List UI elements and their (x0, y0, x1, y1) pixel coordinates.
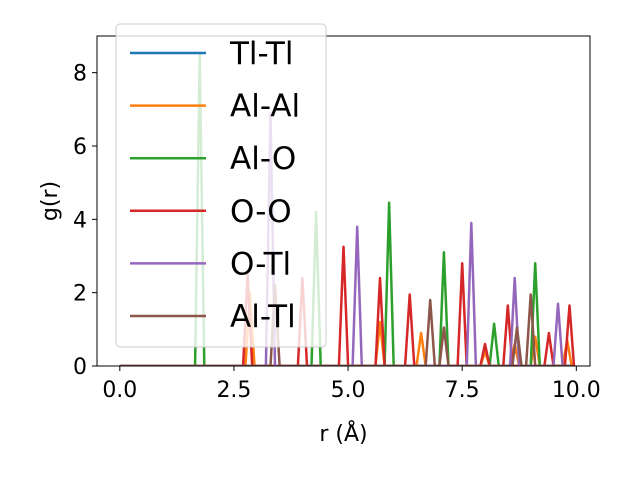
legend-label: Al-Tl (230, 299, 296, 335)
x-axis-label: r (Å) (319, 420, 367, 447)
y-axis-label: g(r) (38, 181, 63, 221)
y-tick-label: 6 (73, 135, 87, 160)
y-tick-label: 4 (73, 208, 87, 233)
y-tick-label: 8 (73, 62, 87, 87)
legend-label: Al-O (230, 141, 296, 177)
legend-label: O-O (230, 194, 292, 230)
legend-label: O-Tl (230, 246, 291, 282)
legend-entry-o-tl: O-Tl (130, 246, 291, 282)
legend-entry-o-o: O-O (130, 194, 292, 230)
legend: Tl-Tl Al-Al Al-O O-O O-Tl Al-Tl (115, 23, 327, 348)
legend-entry-al-tl: Al-Tl (130, 299, 296, 335)
axes: 0.0 2.5 5.0 7.5 10.0 0 2 4 6 8 r (Å) g(r) (38, 35, 601, 447)
legend-entry-al-o: Al-O (130, 141, 296, 177)
x-tick-label: 5.0 (331, 378, 366, 403)
x-tick-label: 0.0 (102, 378, 137, 403)
x-tick-label: 7.5 (445, 378, 480, 403)
axes-frame (96, 35, 591, 367)
y-tick-label: 0 (73, 355, 87, 380)
x-tick-label: 2.5 (216, 378, 251, 403)
legend-entry-tl-tl: Tl-Tl (130, 36, 293, 72)
legend-label: Al-Al (230, 89, 300, 125)
legend-entry-al-al: Al-Al (130, 89, 300, 125)
y-tick-label: 2 (73, 282, 87, 307)
x-tick-label: 10.0 (552, 378, 601, 403)
legend-label: Tl-Tl (229, 36, 293, 72)
